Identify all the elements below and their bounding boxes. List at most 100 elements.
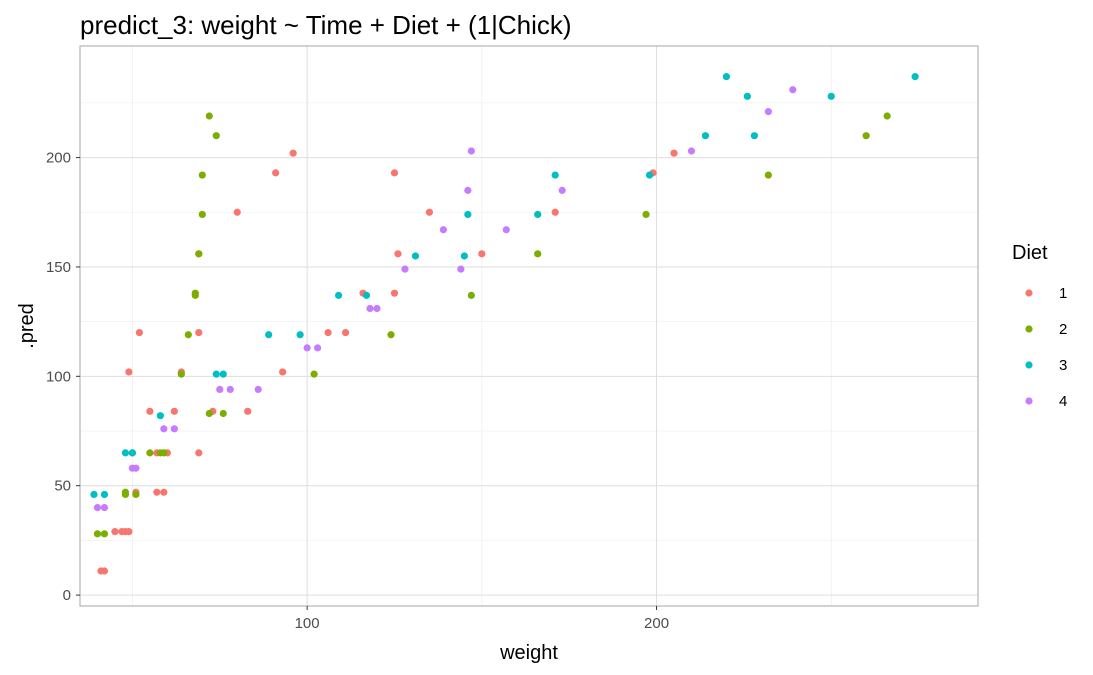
x-axis-title: weight xyxy=(499,642,558,664)
data-point-diet-4 xyxy=(93,503,102,512)
grid-minor xyxy=(80,46,978,606)
legend-label-diet-2: 2 xyxy=(1059,321,1067,338)
data-point-diet-4 xyxy=(160,425,168,433)
data-point-diet-4 xyxy=(216,385,224,394)
data-point-diet-3 xyxy=(296,331,304,339)
data-point-diet-3 xyxy=(534,210,542,219)
data-point-diet-4 xyxy=(226,385,234,394)
data-point-diet-2 xyxy=(93,530,102,538)
legend-label-diet-4: 4 xyxy=(1059,393,1067,410)
data-point-diet-1 xyxy=(478,250,486,258)
data-point-diet-3 xyxy=(100,490,109,499)
data-point-diet-4 xyxy=(100,503,109,512)
x-tick-label: 200 xyxy=(644,615,669,632)
data-point-diet-3 xyxy=(219,370,227,378)
data-point-diet-2 xyxy=(467,291,475,299)
legend-title: Diet xyxy=(1012,242,1048,264)
data-point-diet-2 xyxy=(764,171,772,179)
data-point-diet-4 xyxy=(439,226,447,234)
data-point-diet-2 xyxy=(534,250,542,258)
data-point-diet-2 xyxy=(310,370,318,378)
data-point-diet-2 xyxy=(387,331,395,339)
data-point-diet-3 xyxy=(212,370,220,378)
data-point-diet-4 xyxy=(764,108,772,116)
data-point-diet-3 xyxy=(411,252,420,260)
data-point-diet-1 xyxy=(170,407,178,415)
data-point-diet-2 xyxy=(219,409,227,418)
plot-panel-border xyxy=(79,45,979,607)
data-point-diet-4 xyxy=(314,344,322,352)
data-point-diet-3 xyxy=(827,92,835,100)
data-point-diet-1 xyxy=(670,149,678,157)
data-point-diet-2 xyxy=(146,449,154,457)
legend-label-diet-1: 1 xyxy=(1059,285,1067,302)
data-point-diet-1 xyxy=(425,208,434,216)
data-point-diet-3 xyxy=(460,252,468,260)
data-points xyxy=(90,73,919,575)
data-point-diet-2 xyxy=(198,171,206,179)
data-point-diet-1 xyxy=(341,328,350,337)
data-point-diet-1 xyxy=(125,528,133,536)
data-point-diet-1 xyxy=(390,169,399,177)
legend-key-diet-3 xyxy=(1025,361,1033,369)
data-point-diet-3 xyxy=(551,171,559,179)
data-point-diet-4 xyxy=(366,304,374,313)
data-point-diet-4 xyxy=(170,425,178,433)
data-point-diet-3 xyxy=(911,73,919,81)
legend-key-diet-4 xyxy=(1025,397,1033,405)
data-point-diet-4 xyxy=(502,226,510,234)
data-point-diet-1 xyxy=(324,328,332,337)
y-axis-title: .pred xyxy=(16,303,38,349)
data-point-diet-1 xyxy=(390,289,399,297)
data-point-diet-4 xyxy=(303,344,311,352)
data-point-diet-1 xyxy=(111,528,119,536)
data-point-diet-3 xyxy=(334,291,343,299)
data-point-diet-1 xyxy=(153,488,161,496)
data-point-diet-2 xyxy=(132,490,140,499)
data-point-diet-2 xyxy=(160,449,168,457)
data-point-diet-1 xyxy=(146,407,154,415)
data-point-diet-1 xyxy=(551,208,559,216)
data-point-diet-3 xyxy=(645,171,654,179)
data-point-diet-2 xyxy=(191,291,199,299)
data-point-diet-2 xyxy=(177,370,185,378)
data-point-diet-2 xyxy=(883,112,891,120)
legend-key-diet-2 xyxy=(1025,325,1033,333)
data-point-diet-2 xyxy=(195,250,203,258)
y-tick-label: 150 xyxy=(46,259,71,276)
legend: Diet 1 2 3 4 xyxy=(1012,242,1067,410)
data-point-diet-3 xyxy=(156,412,164,420)
data-point-diet-1 xyxy=(394,250,402,258)
data-point-diet-3 xyxy=(701,132,710,140)
chart-title: predict_3: weight ~ Time + Diet + (1|Chi… xyxy=(80,10,572,40)
y-axis-ticks: 0 50 100 150 200 xyxy=(46,150,80,604)
grid-major xyxy=(80,46,978,606)
x-axis-ticks: 100 200 xyxy=(295,606,669,632)
data-point-diet-2 xyxy=(100,530,109,538)
data-point-diet-4 xyxy=(373,304,381,313)
data-point-diet-1 xyxy=(244,407,252,415)
y-tick-label: 50 xyxy=(54,478,71,495)
data-point-diet-1 xyxy=(195,449,203,457)
y-tick-label: 0 xyxy=(63,587,71,604)
data-point-diet-4 xyxy=(132,464,140,472)
data-point-diet-2 xyxy=(121,488,130,496)
data-point-diet-1 xyxy=(289,149,297,157)
data-point-diet-2 xyxy=(184,331,192,339)
data-point-diet-1 xyxy=(125,368,133,376)
data-point-diet-4 xyxy=(457,265,465,273)
data-point-diet-2 xyxy=(642,210,650,219)
data-point-diet-1 xyxy=(160,488,168,496)
data-point-diet-4 xyxy=(558,186,566,194)
data-point-diet-3 xyxy=(750,132,758,140)
data-point-diet-4 xyxy=(467,147,475,155)
data-point-diet-2 xyxy=(205,112,213,120)
data-point-diet-1 xyxy=(272,169,280,177)
data-point-diet-2 xyxy=(212,132,220,140)
data-point-diet-3 xyxy=(265,331,273,339)
data-point-diet-2 xyxy=(205,409,213,418)
data-point-diet-3 xyxy=(90,490,98,499)
x-tick-label: 100 xyxy=(295,615,320,632)
data-point-diet-4 xyxy=(464,186,472,194)
